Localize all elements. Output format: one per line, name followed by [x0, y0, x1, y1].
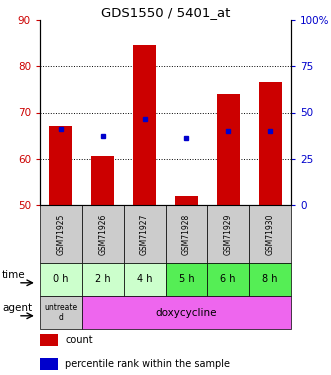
Text: 5 h: 5 h — [179, 274, 194, 285]
Title: GDS1550 / 5401_at: GDS1550 / 5401_at — [101, 6, 230, 19]
Bar — [207, 263, 249, 296]
Text: GSM71926: GSM71926 — [98, 213, 107, 255]
Text: percentile rank within the sample: percentile rank within the sample — [65, 359, 230, 369]
Bar — [175, 196, 198, 205]
Bar — [166, 205, 207, 263]
Bar — [82, 296, 291, 329]
Text: 2 h: 2 h — [95, 274, 111, 285]
Bar — [217, 94, 240, 205]
Bar — [133, 45, 156, 205]
Text: GSM71927: GSM71927 — [140, 213, 149, 255]
Bar — [40, 263, 82, 296]
Bar — [124, 263, 166, 296]
Bar — [40, 334, 58, 346]
Text: doxycycline: doxycycline — [156, 308, 217, 318]
Bar — [207, 205, 249, 263]
Bar — [124, 205, 166, 263]
Text: 4 h: 4 h — [137, 274, 152, 285]
Bar — [40, 296, 82, 329]
Text: 0 h: 0 h — [53, 274, 69, 285]
Bar — [82, 205, 124, 263]
Bar — [259, 82, 282, 205]
Bar — [40, 357, 58, 370]
Text: GSM71925: GSM71925 — [56, 213, 66, 255]
Bar — [82, 263, 124, 296]
Text: 8 h: 8 h — [262, 274, 278, 285]
Text: GSM71928: GSM71928 — [182, 213, 191, 255]
Text: count: count — [65, 335, 93, 345]
Bar — [91, 156, 114, 205]
Bar — [49, 126, 72, 205]
Text: GSM71929: GSM71929 — [224, 213, 233, 255]
Text: time: time — [2, 270, 25, 279]
Bar — [40, 205, 82, 263]
Text: agent: agent — [2, 303, 32, 312]
Text: untreate
d: untreate d — [44, 303, 77, 322]
Bar — [249, 263, 291, 296]
Bar — [249, 205, 291, 263]
Text: 6 h: 6 h — [220, 274, 236, 285]
Bar — [166, 263, 207, 296]
Text: GSM71930: GSM71930 — [265, 213, 275, 255]
